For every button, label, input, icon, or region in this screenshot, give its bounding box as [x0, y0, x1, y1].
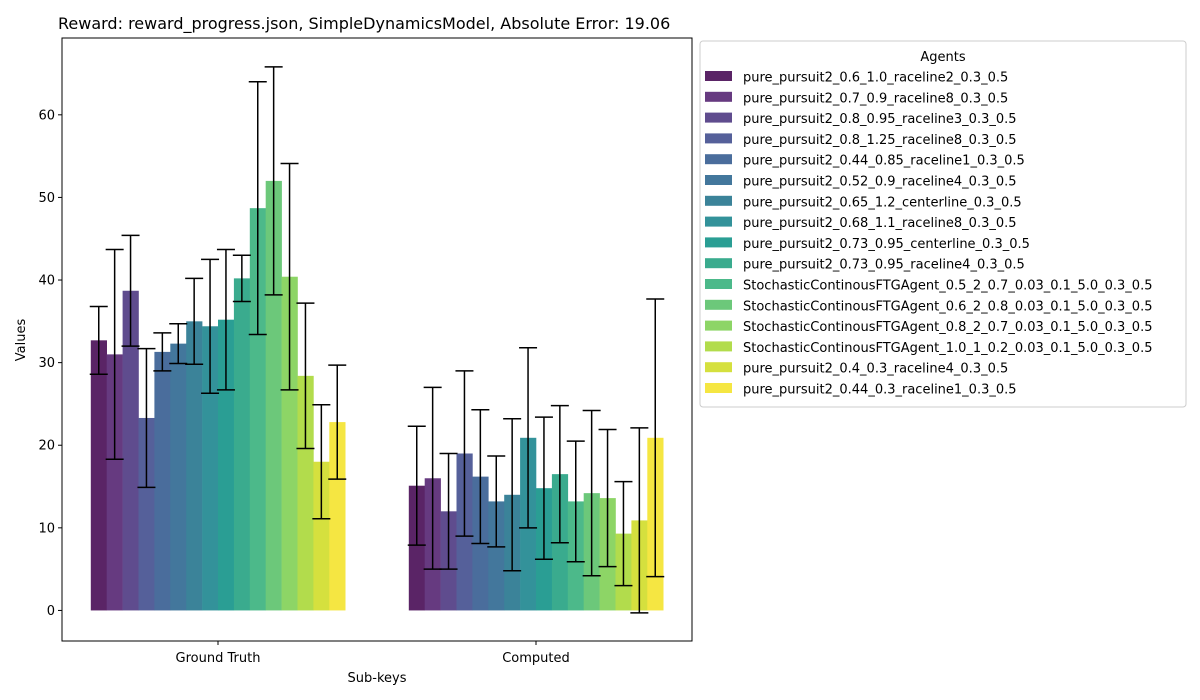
legend-swatch [705, 71, 732, 81]
legend-swatch [705, 133, 732, 144]
legend: Agents pure_pursuit2_0.6_1.0_raceline2_0… [699, 40, 1187, 408]
bar [488, 501, 505, 611]
bar [218, 319, 235, 611]
bar [154, 351, 171, 611]
bar [281, 276, 298, 611]
legend-label: pure_pursuit2_0.44_0.3_raceline1_0.3_0.5 [743, 383, 1017, 398]
legend-swatch [705, 279, 732, 289]
chart-title: Reward: reward_progress.json, SimpleDyna… [58, 14, 670, 34]
bar [186, 321, 203, 611]
bar [408, 485, 425, 611]
bar [90, 340, 107, 611]
legend-label: StochasticContinousFTGAgent_0.6_2_0.8_0.… [743, 299, 1152, 314]
x-tick-label: Computed [502, 651, 570, 666]
legend-label: pure_pursuit2_0.4_0.3_raceline4_0.3_0.5 [743, 362, 1008, 377]
legend-label: pure_pursuit2_0.6_1.0_raceline2_0.3_0.5 [743, 71, 1008, 86]
x-tick-label: Ground Truth [176, 651, 261, 666]
bar [249, 208, 266, 611]
legend-swatch [705, 320, 732, 331]
legend-label: pure_pursuit2_0.52_0.9_raceline4_0.3_0.5 [743, 175, 1017, 190]
legend-label: pure_pursuit2_0.73_0.95_centerline_0.3_0… [743, 237, 1030, 252]
bars-layer [90, 180, 664, 611]
y-tick-label: 20 [38, 439, 55, 454]
legend-label: pure_pursuit2_0.8_0.95_raceline3_0.3_0.5 [743, 112, 1017, 127]
bar [329, 422, 346, 611]
legend-label: pure_pursuit2_0.8_1.25_raceline8_0.3_0.5 [743, 133, 1017, 148]
legend-title: Agents [920, 50, 965, 65]
legend-swatch [705, 216, 732, 227]
bar [106, 354, 123, 611]
legend-swatch [705, 258, 732, 269]
legend-swatch [705, 383, 732, 393]
legend-swatch [705, 299, 732, 310]
legend-swatch [705, 362, 732, 373]
legend-label: pure_pursuit2_0.65_1.2_centerline_0.3_0.… [743, 195, 1022, 210]
bar [313, 461, 330, 611]
legend-swatch [705, 112, 732, 123]
bar [170, 343, 187, 611]
y-axis: 0 10 20 30 40 50 60 [38, 108, 62, 619]
y-tick-label: 10 [38, 521, 55, 536]
bar [233, 278, 251, 611]
bar [297, 375, 314, 611]
y-axis-label: Values [14, 319, 29, 362]
legend-swatch [705, 154, 732, 165]
x-axis: Ground Truth Computed [176, 641, 570, 666]
legend-label: pure_pursuit2_0.44_0.85_raceline1_0.3_0.… [743, 154, 1025, 169]
legend-label: pure_pursuit2_0.68_1.1_raceline8_0.3_0.5 [743, 216, 1017, 231]
error-bars-layer [89, 66, 665, 614]
y-tick-label: 60 [38, 108, 55, 123]
y-tick-label: 50 [38, 191, 55, 206]
y-tick-label: 40 [38, 274, 55, 289]
bar [138, 417, 155, 611]
legend-label: StochasticContinousFTGAgent_0.5_2_0.7_0.… [743, 279, 1152, 294]
plot-frame [61, 37, 693, 642]
legend-items: pure_pursuit2_0.6_1.0_raceline2_0.3_0.5p… [705, 71, 1152, 398]
y-tick-label: 0 [47, 604, 55, 619]
legend-swatch [705, 237, 732, 248]
legend-label: StochasticContinousFTGAgent_1.0_1_0.2_0.… [743, 341, 1152, 356]
legend-swatch [705, 341, 732, 352]
x-axis-label: Sub-keys [348, 671, 407, 686]
legend-frame [699, 40, 1187, 408]
legend-label: StochasticContinousFTGAgent_0.8_2_0.7_0.… [743, 320, 1152, 335]
bar [265, 180, 282, 611]
legend-swatch [705, 195, 732, 206]
bar [122, 290, 139, 611]
legend-label: pure_pursuit2_0.73_0.95_raceline4_0.3_0.… [743, 258, 1025, 273]
bar [202, 326, 219, 611]
legend-swatch [705, 175, 732, 185]
y-tick-label: 30 [38, 356, 55, 371]
legend-swatch [705, 91, 732, 102]
legend-label: pure_pursuit2_0.7_0.9_raceline8_0.3_0.5 [743, 91, 1008, 106]
